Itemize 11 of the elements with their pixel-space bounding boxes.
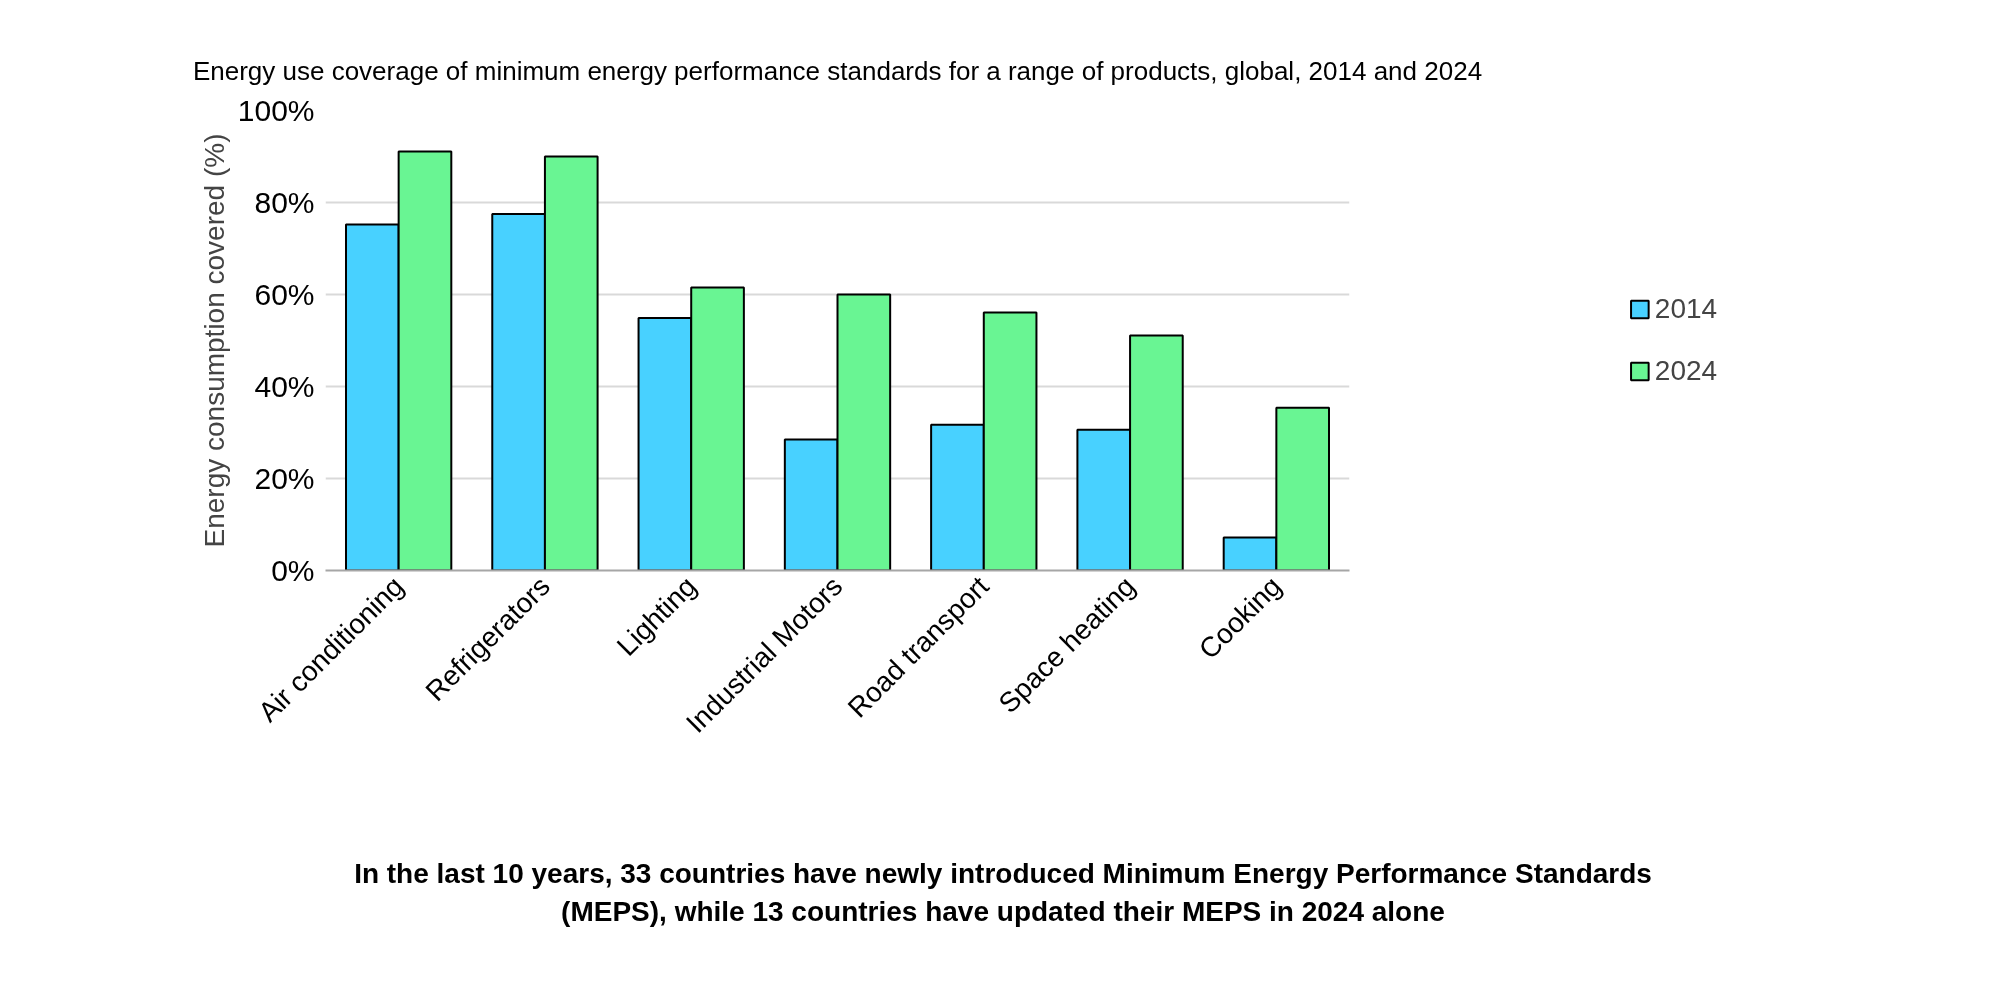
y-tick-label: 20% (254, 462, 315, 495)
legend-label: 2024 (1654, 355, 1718, 387)
y-tick-label: 100% (237, 94, 315, 127)
chart-title: Energy use coverage of minimum energy performance standards for a range of products, global, 2014 and 2024 (192, 55, 1483, 86)
y-tick-label: 0% (271, 554, 315, 587)
legend-label: 2014 (1654, 293, 1718, 325)
text: In the last 10 years, 33 countries have newly introduced Minimum Energy Performance Standards (MEPS), while 13 countries have updated their MEPS in 2024 alone (353, 857, 1653, 929)
y-tick-label: 60% (254, 278, 315, 311)
y-tick-label: 40% (254, 370, 315, 403)
y-tick-label: 80% (254, 186, 315, 219)
y-axis-title: Energy consumption covered (%) (198, 133, 230, 548)
